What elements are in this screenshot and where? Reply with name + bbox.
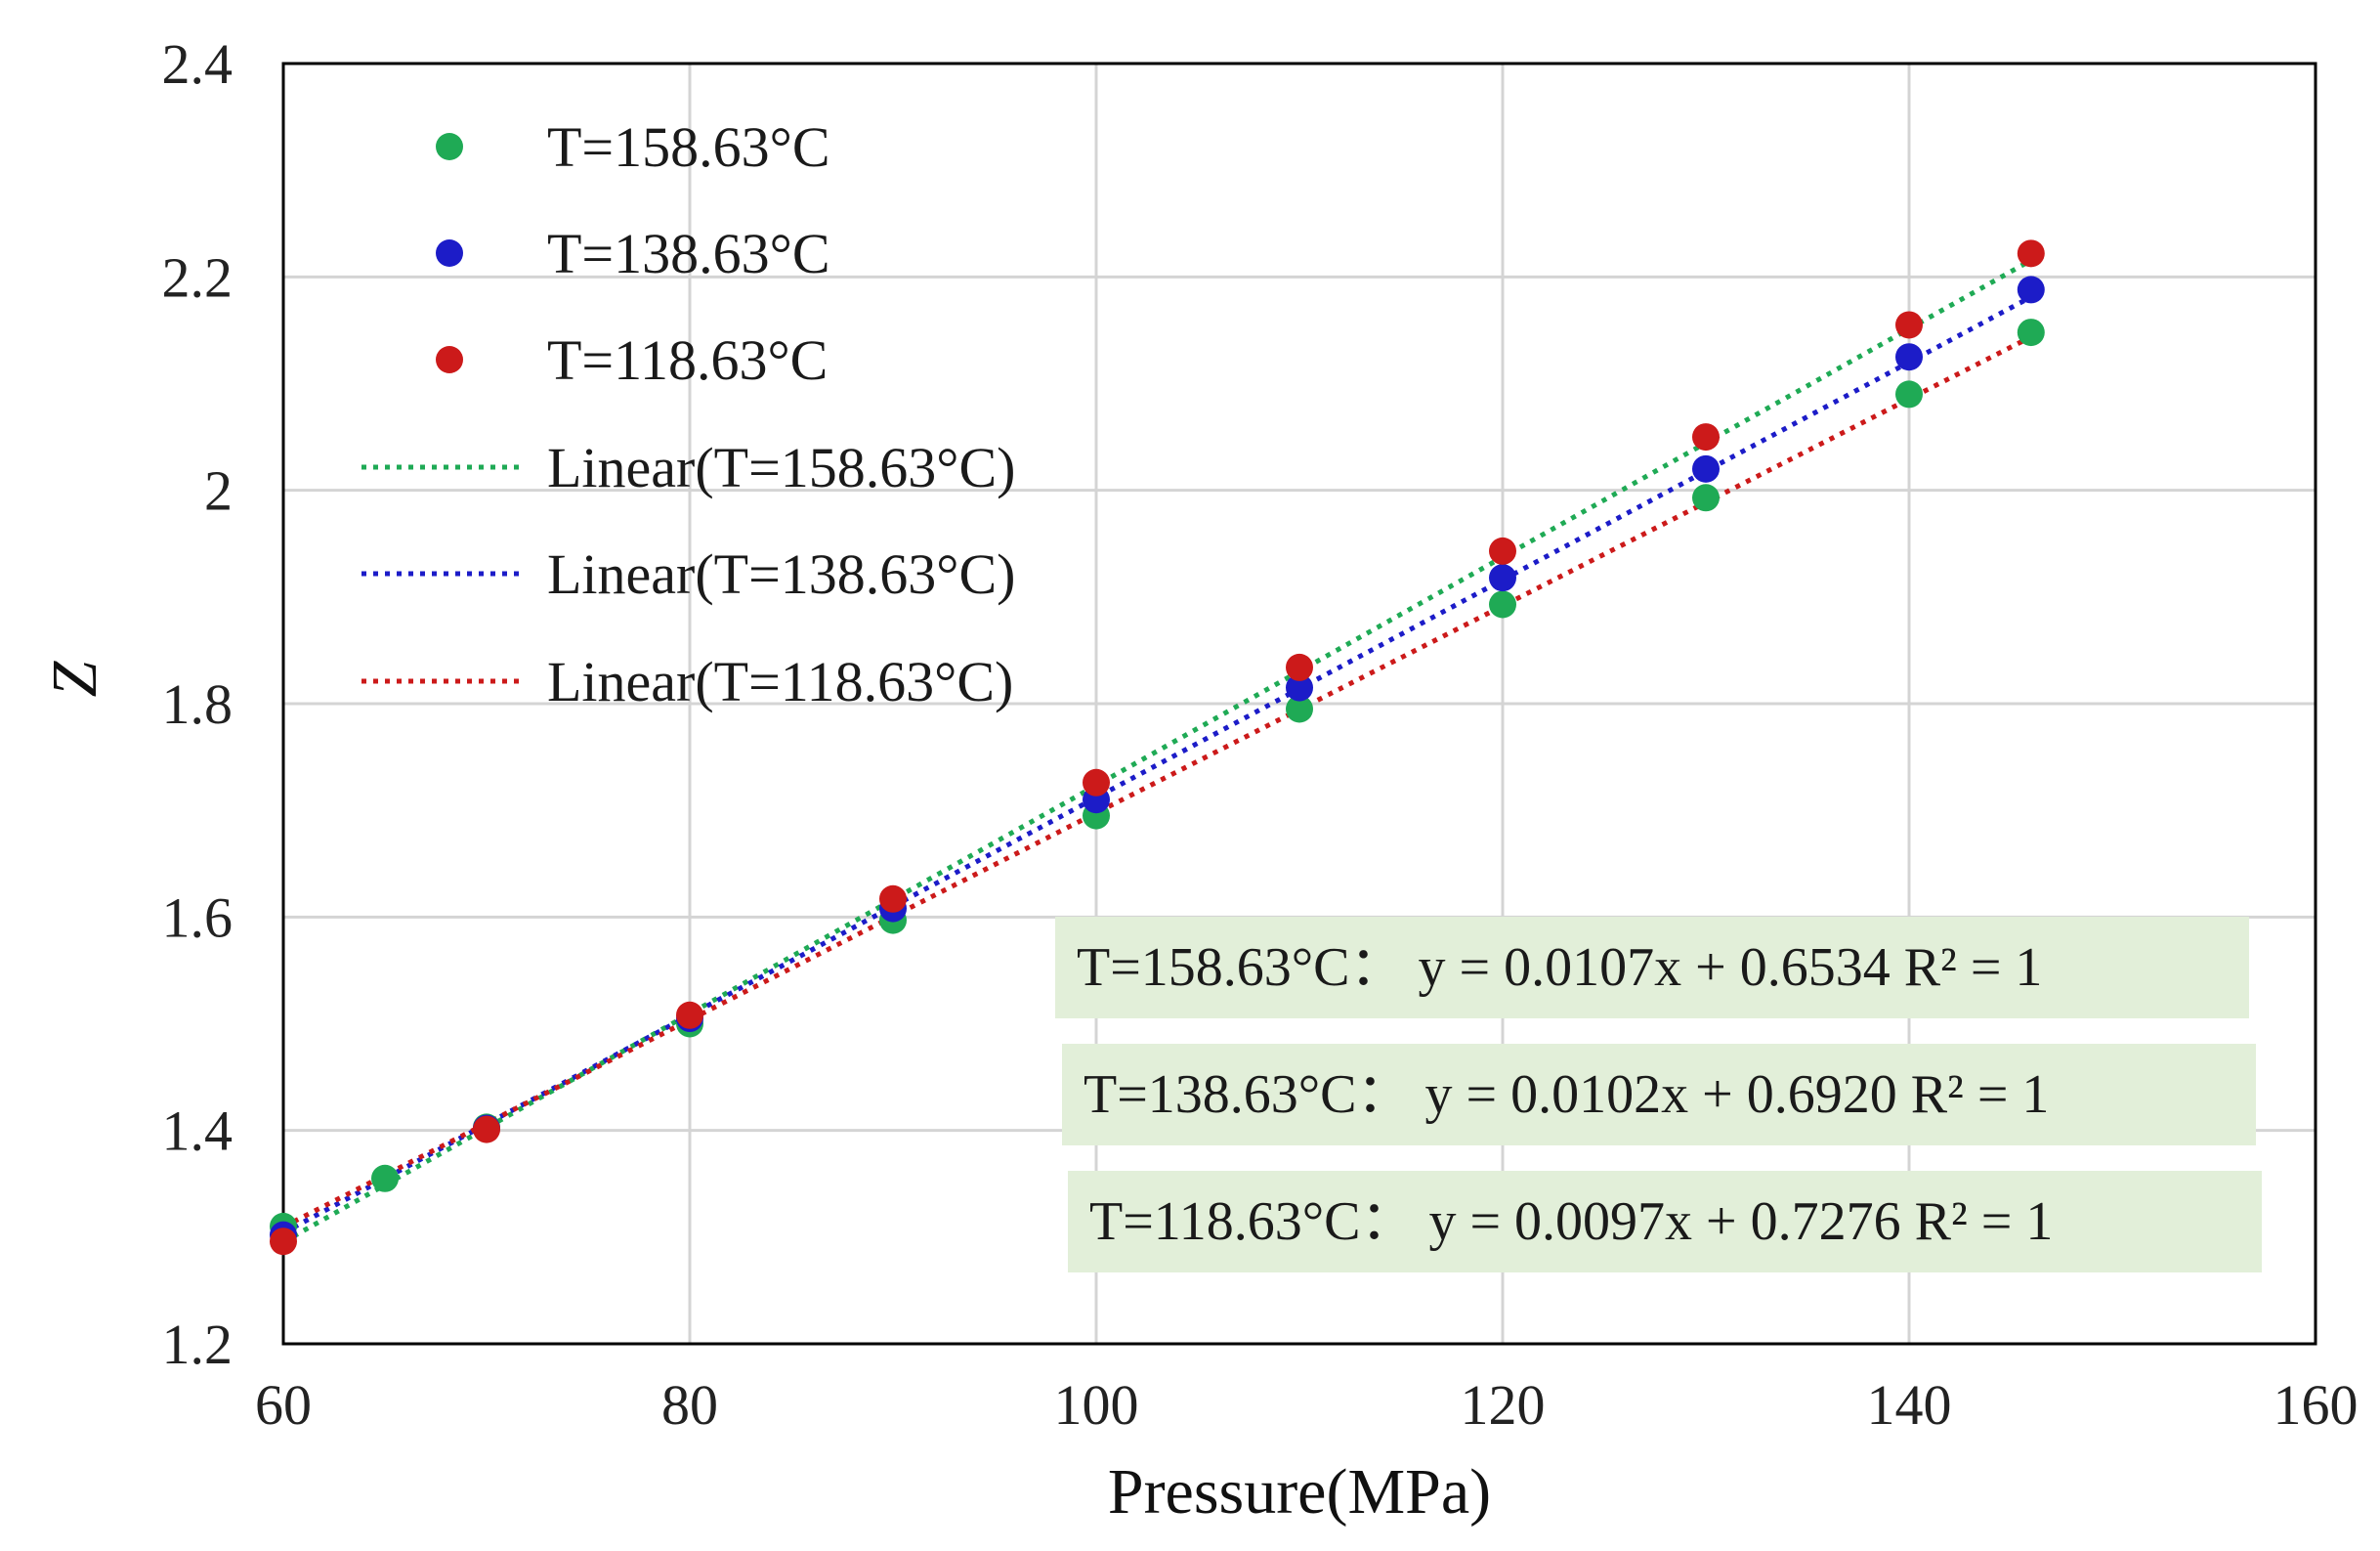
legend-label: T=138.63°C [547,222,830,285]
y-tick-label: 1.6 [162,885,234,949]
x-tick-label: 100 [1054,1373,1139,1437]
data-point-series-0 [1286,695,1313,723]
data-point-series-2 [1895,311,1923,339]
plot-area-border [281,62,2317,1346]
data-point-series-1 [1692,454,1720,483]
legend-label: T=158.63°C [547,115,830,179]
data-point-series-1 [2017,276,2045,304]
trendline-series-2 [281,334,2032,1229]
y-tick-label: 1.4 [162,1099,234,1163]
data-point-series-2 [270,1228,297,1256]
y-tick-label: 2.2 [162,245,234,309]
trendlines [281,258,2033,1245]
trendline-series-1 [281,294,2032,1235]
x-tick-label: 160 [2274,1373,2359,1437]
x-tick-label: 140 [1867,1373,1952,1437]
data-point-series-0 [1895,380,1923,409]
data-point-series-2 [1692,423,1720,452]
axis-tick-labels: 60 80 100 120 140 160 1.2 1.4 1.6 1.8 2 2.2 2.4 [162,32,2359,1437]
data-point-series-0 [1489,590,1516,619]
legend-trendline-label: Linear(T=158.63°C) [547,436,1016,499]
equation-labels: T=158.63°C： y = 0.0107x + 0.6534 R² = 1 T… [1055,917,2262,1272]
data-points [270,239,2045,1256]
legend-trendline-label: Linear(T=118.63°C) [547,650,1013,713]
y-tick-label: 2.4 [162,32,234,96]
legend: T=158.63°C T=138.63°C T=118.63°C Linear(T=1… [361,115,1016,713]
data-point-series-0 [2017,319,2045,347]
equation-label: T=158.63°C： y = 0.0107x + 0.6534 R² = 1 [1077,937,2042,998]
data-point-series-2 [879,884,907,913]
legend-marker [436,346,463,373]
data-point-series-2 [2017,239,2045,268]
legend-marker [436,239,463,267]
equation-box [1062,1044,2256,1145]
data-point-series-2 [676,1001,703,1029]
data-point-series-2 [1286,653,1313,681]
y-tick-label: 1.8 [162,672,234,736]
legend-marker [436,133,463,160]
data-point-series-2 [1083,768,1110,797]
data-point-series-2 [473,1115,500,1143]
x-tick-label: 60 [255,1373,312,1437]
x-tick-label: 120 [1461,1373,1546,1437]
legend-trendline-label: Linear(T=138.63°C) [547,542,1016,606]
x-tick-label: 80 [661,1373,718,1437]
y-tick-label: 1.2 [162,1313,234,1376]
equation-box [1068,1171,2262,1272]
data-point-series-1 [1489,564,1516,592]
data-point-series-1 [1895,343,1923,371]
data-point-series-0 [1692,484,1720,512]
data-point-series-2 [1489,537,1516,565]
data-point-series-1 [1286,673,1313,702]
y-axis-title: Z [39,660,110,697]
equation-label: T=138.63°C： y = 0.0102x + 0.6920 R² = 1 [1084,1064,2049,1125]
legend-label: T=118.63°C [547,328,828,392]
equation-label: T=118.63°C： y = 0.0097x + 0.7276 R² = 1 [1089,1191,2053,1252]
x-axis-title: Pressure(MPa) [1108,1456,1491,1528]
equation-box [1055,917,2249,1018]
y-tick-label: 2 [204,459,233,523]
data-point-series-0 [371,1164,399,1192]
